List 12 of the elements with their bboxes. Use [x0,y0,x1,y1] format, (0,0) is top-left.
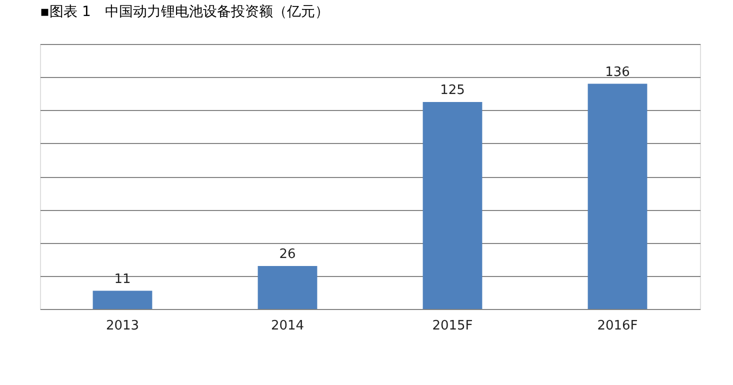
bar [588,84,648,309]
x-tick-label: 2013 [106,318,140,334]
chart-title: ▪图表 1 中国动力锂电池设备投资额（亿元） [40,4,329,20]
x-tick-label: 2014 [270,318,304,334]
data-label: 136 [605,64,630,80]
x-tick-label: 2016F [597,318,638,334]
bar [258,266,318,309]
data-label: 26 [279,246,296,262]
data-label: 125 [440,82,465,98]
bar [92,290,152,309]
x-tick-label: 2015F [432,318,473,334]
bar [422,102,482,309]
